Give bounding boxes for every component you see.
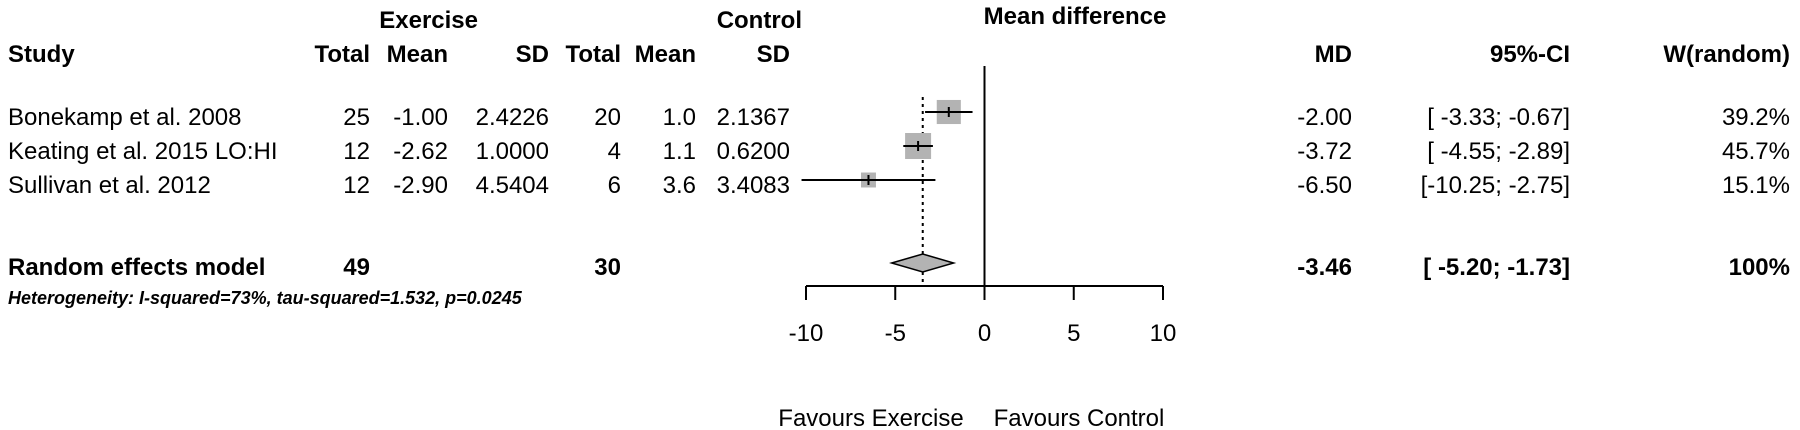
summary-weight-value: 100% [1729, 254, 1790, 281]
ex-total: 12 [343, 172, 370, 199]
x-axis-tick-label: -5 [885, 320, 906, 347]
ex-mean: -2.62 [393, 138, 448, 165]
ctl-total: 20 [594, 104, 621, 131]
header-ctl-total: Total [565, 41, 621, 68]
x-axis-tick-label: 10 [1150, 320, 1177, 347]
md-value: -6.50 [1297, 172, 1352, 199]
ci-value: [ -3.33; -0.67] [1427, 104, 1570, 131]
header-group-exercise: Exercise [379, 7, 478, 34]
summary-row: Random effects model 49 30 -3.46 [ -5.20… [8, 254, 1790, 281]
weight-value: 15.1% [1722, 172, 1790, 199]
summary-ci-value: [ -5.20; -1.73] [1423, 254, 1570, 281]
study-name: Keating et al. 2015 LO:HI [8, 138, 278, 165]
study-row-1: Bonekamp et al. 2008 25 -1.00 2.4226 20 … [8, 104, 1790, 131]
ctl-mean: 1.1 [663, 138, 696, 165]
md-value: -3.72 [1297, 138, 1352, 165]
ctl-mean: 1.0 [663, 104, 696, 131]
heterogeneity-note: Heterogeneity: I-squared=73%, tau-square… [8, 288, 523, 308]
ctl-sd: 3.4083 [717, 172, 790, 199]
forest-plot-area: -10 -5 0 5 10 [789, 66, 1177, 347]
ex-total: 12 [343, 138, 370, 165]
study-name: Bonekamp et al. 2008 [8, 104, 242, 131]
x-axis-tick-label: -10 [789, 320, 824, 347]
ex-sd: 2.4226 [476, 104, 549, 131]
header-ci: 95%-CI [1490, 41, 1570, 68]
summary-ctl-total: 30 [594, 254, 621, 281]
ctl-total: 6 [608, 172, 621, 199]
x-axis-tick-label: 0 [978, 320, 991, 347]
header-study: Study [8, 41, 75, 68]
ex-mean: -2.90 [393, 172, 448, 199]
ctl-sd: 0.6200 [717, 138, 790, 165]
ex-mean: -1.00 [393, 104, 448, 131]
ctl-mean: 3.6 [663, 172, 696, 199]
plot-title: Mean difference [984, 3, 1167, 30]
header-ex-sd: SD [516, 41, 549, 68]
favours-left-label: Favours Exercise [778, 405, 963, 430]
header-ctl-sd: SD [757, 41, 790, 68]
ex-sd: 4.5404 [476, 172, 549, 199]
ci-value: [-10.25; -2.75] [1421, 172, 1570, 199]
ctl-sd: 2.1367 [717, 104, 790, 131]
summary-label: Random effects model [8, 254, 265, 281]
header-ex-total: Total [314, 41, 370, 68]
x-axis-tick-label: 5 [1067, 320, 1080, 347]
header-ctl-mean: Mean [635, 41, 696, 68]
header-weight: W(random) [1663, 41, 1790, 68]
ex-sd: 1.0000 [476, 138, 549, 165]
weight-value: 39.2% [1722, 104, 1790, 131]
study-row-3: Sullivan et al. 2012 12 -2.90 4.5404 6 3… [8, 172, 1790, 199]
ci-value: [ -4.55; -2.89] [1427, 138, 1570, 165]
study-row-2: Keating et al. 2015 LO:HI 12 -2.62 1.000… [8, 138, 1790, 165]
md-value: -2.00 [1297, 104, 1352, 131]
summary-ex-total: 49 [343, 254, 370, 281]
favours-right-label: Favours Control [994, 405, 1165, 430]
weight-value: 45.7% [1722, 138, 1790, 165]
ex-total: 25 [343, 104, 370, 131]
summary-diamond [888, 253, 957, 273]
summary-md-value: -3.46 [1297, 254, 1352, 281]
header-md: MD [1315, 41, 1352, 68]
header-ex-mean: Mean [387, 41, 448, 68]
header-group-control: Control [717, 7, 802, 34]
ctl-total: 4 [608, 138, 621, 165]
study-name: Sullivan et al. 2012 [8, 172, 211, 199]
